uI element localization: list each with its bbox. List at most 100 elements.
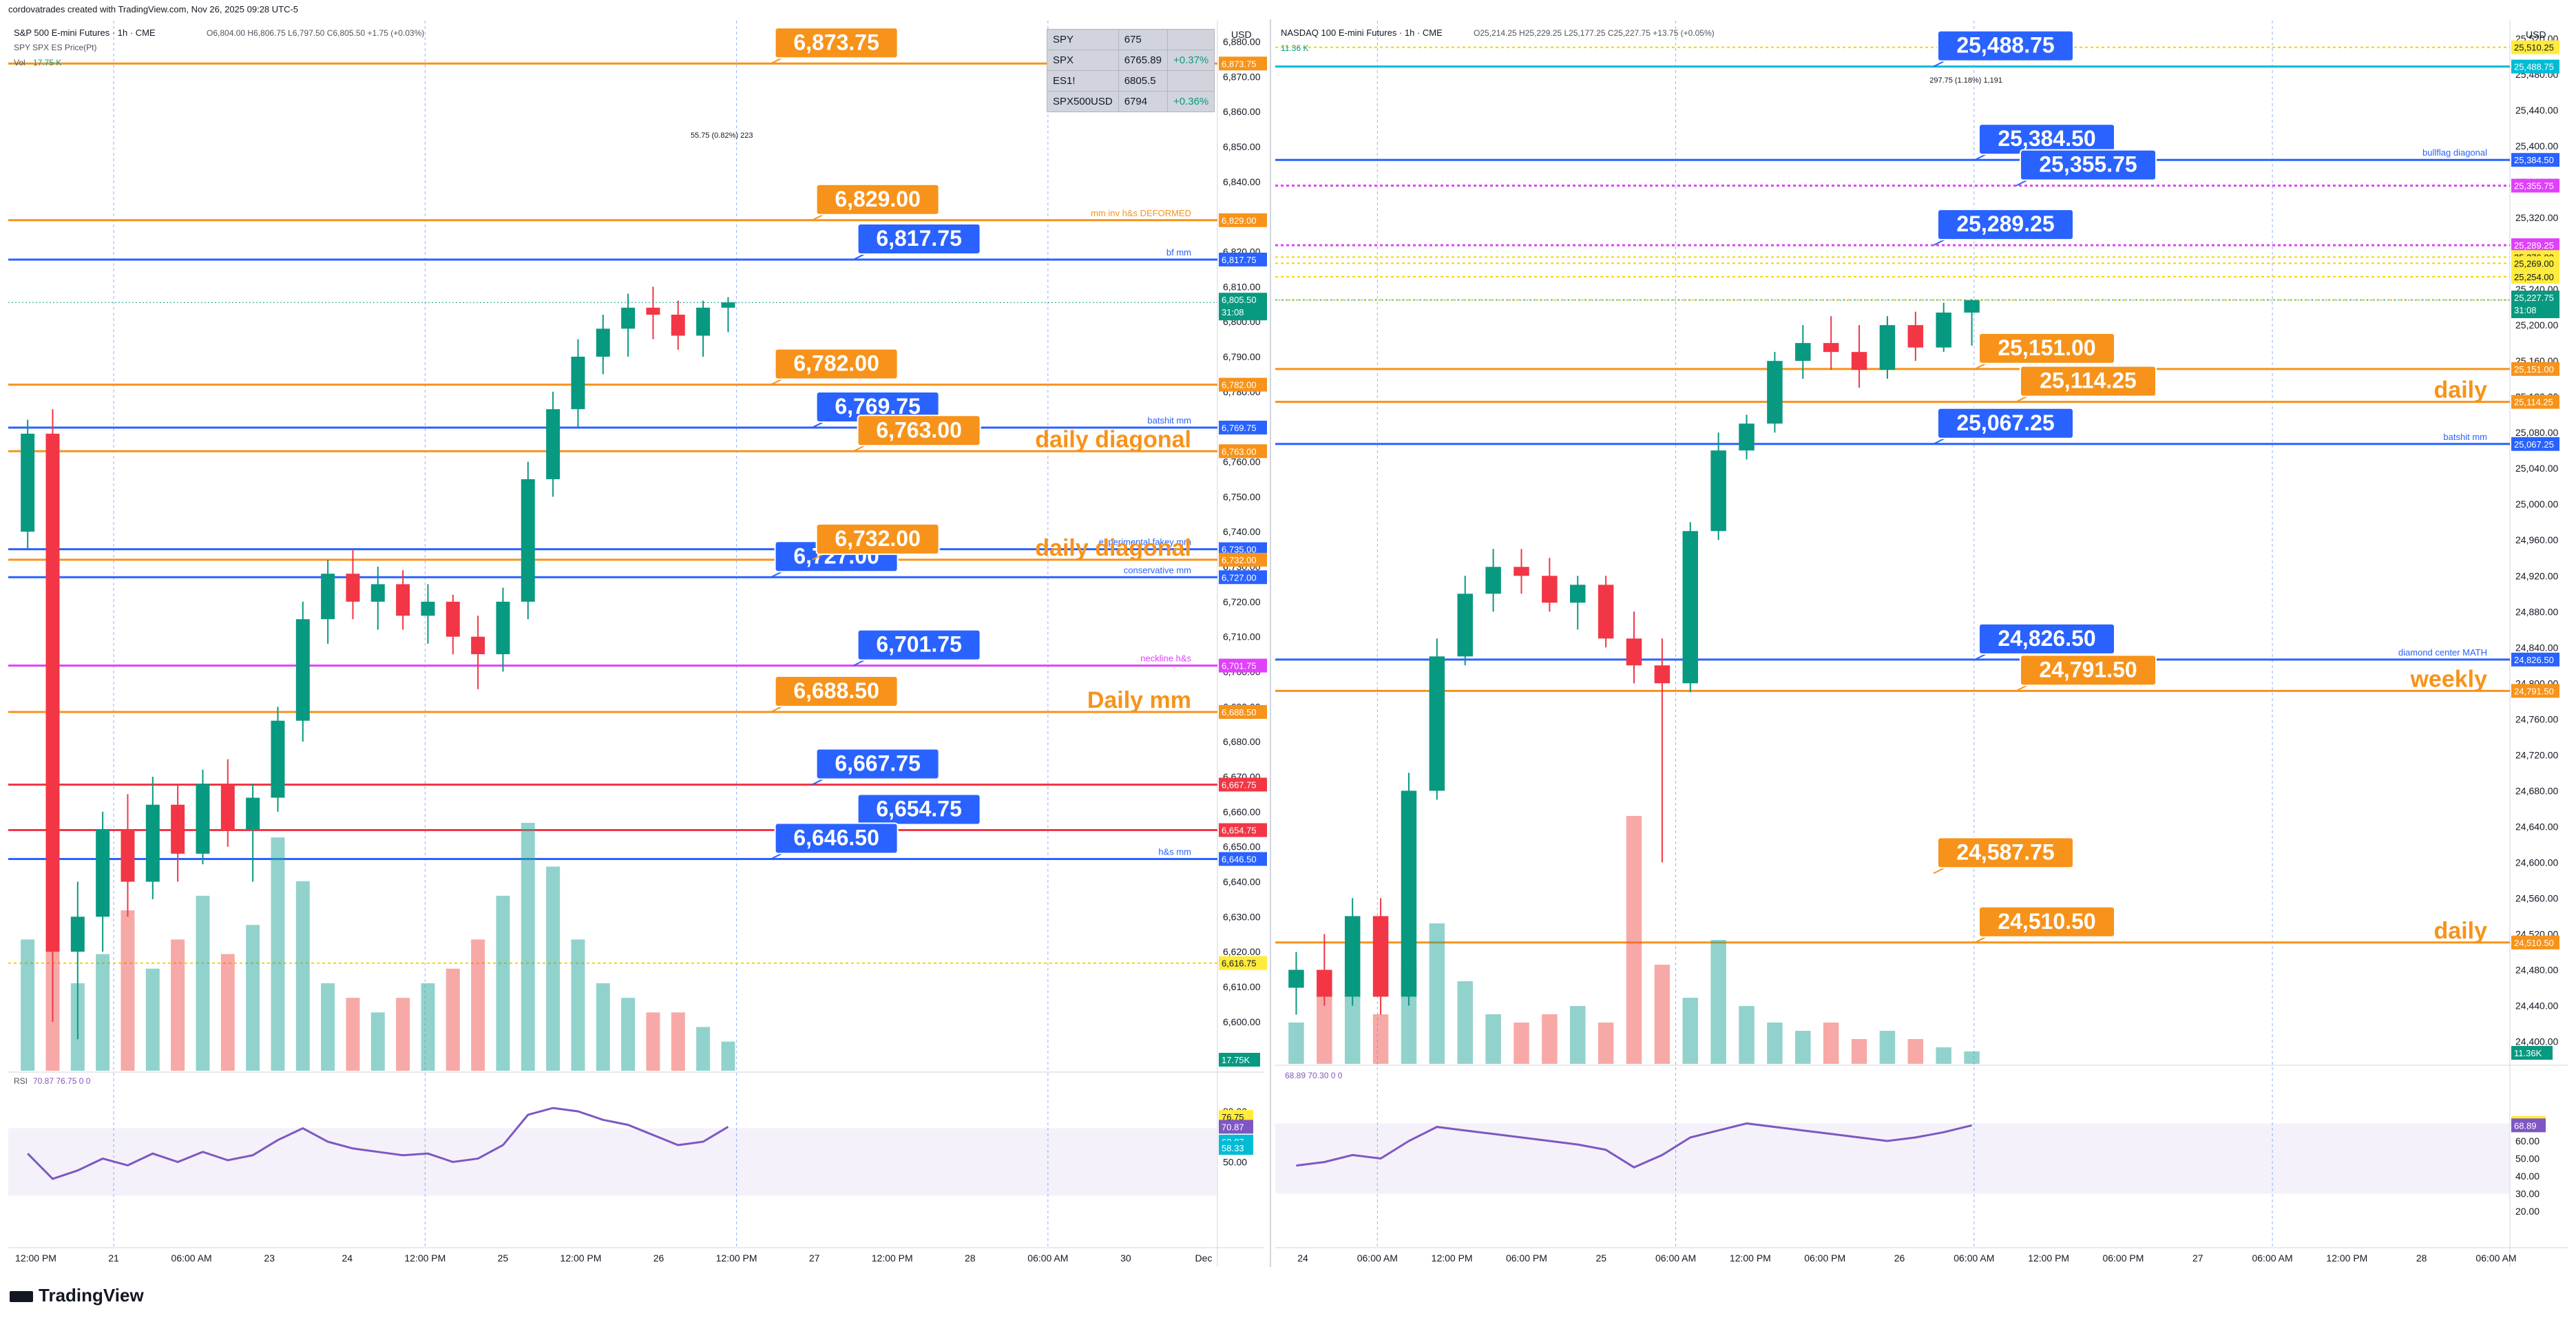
right-candle-body <box>1682 531 1699 684</box>
watchlist-row[interactable]: ES1! 6805.5 <box>1047 70 1215 92</box>
left-level-price-tag <box>1219 704 1267 719</box>
left-candle-body <box>446 601 460 637</box>
watchlist-row[interactable]: SPX 6765.89 +0.37% <box>1047 50 1215 71</box>
right-level-price-tag <box>2511 935 2559 950</box>
right-price-callout-text: 24,826.50 <box>1998 626 2095 651</box>
right-level-price-tag <box>2511 684 2559 698</box>
right-price-tick-label: 24,760.00 <box>2515 713 2558 724</box>
left-price-tick-label: 6,630.00 <box>1223 911 1261 922</box>
left-level-price-tag-text: 6,873.75 <box>1222 59 1257 69</box>
left-countdown-text: 31:08 <box>1222 307 1244 317</box>
left-level-price-tag-text: 6,616.75 <box>1222 958 1257 969</box>
left-candle-body <box>246 797 260 830</box>
right-currency[interactable]: USD <box>2526 29 2546 40</box>
right-price-callout <box>1978 905 2116 938</box>
left-price-callout-text: 6,667.75 <box>835 751 921 775</box>
right-price-tick-label: 25,080.00 <box>2515 427 2558 438</box>
right-price-callout-text: 24,510.50 <box>1998 909 2095 934</box>
left-candle-body <box>370 584 385 602</box>
left-volume-bar <box>171 939 185 1071</box>
right-price-tick-label: 25,000.00 <box>2515 499 2558 510</box>
watchlist-row[interactable]: SPY 675 <box>1047 29 1215 50</box>
left-level-price-tag <box>1219 213 1267 227</box>
tradingview-logo[interactable]: TradingView <box>10 1285 144 1306</box>
left-time-tick-label: 26 <box>653 1253 664 1264</box>
left-price-callout <box>774 348 899 380</box>
left-price-tick-label: 6,790.00 <box>1223 351 1261 362</box>
left-volume-bar <box>321 983 335 1071</box>
left-volume-tag <box>1219 1053 1260 1067</box>
left-candle-body <box>220 784 235 830</box>
left-price-callout <box>774 27 899 59</box>
right-candle-body <box>1288 970 1304 988</box>
right-level-price-tag-text: 25,269.00 <box>2514 258 2554 269</box>
right-callout-pointer <box>1974 653 1987 660</box>
left-vol-value: 17.75 K <box>33 58 62 67</box>
right-volume-bar <box>1823 1023 1839 1064</box>
right-price-tick-label: 24,880.00 <box>2515 606 2558 617</box>
right-callout-pointer <box>2015 684 2028 692</box>
right-rsi-values: 68.89 70.30 0 0 <box>1285 1071 1343 1080</box>
watch-price: 6765.89 <box>1118 50 1168 71</box>
right-time-tick-label: 26 <box>1894 1253 1905 1264</box>
left-level-price-tag-text: 6,688.50 <box>1222 707 1257 717</box>
left-level-annotation: batshit mm <box>1147 415 1191 426</box>
left-level-price-tag-text: 6,727.00 <box>1222 572 1257 583</box>
created-by-text: cordovatrades created with TradingView.c… <box>8 4 299 14</box>
right-volume-bar <box>1964 1051 1980 1064</box>
watchlist-row[interactable]: SPX500USD 6794 +0.36% <box>1047 91 1215 112</box>
left-currency[interactable]: USD <box>1231 29 1252 40</box>
right-level-price-tag <box>2511 238 2559 253</box>
left-level-annotation: neckline h&s <box>1140 653 1191 664</box>
left-time-tick-label: 12:00 PM <box>716 1253 757 1264</box>
left-candle-body <box>396 584 410 616</box>
right-time-tick-label: 27 <box>2192 1253 2203 1264</box>
left-level-annotation: daily diagonal <box>1035 535 1191 561</box>
right-price-callout <box>1978 332 2116 364</box>
right-symbol-line[interactable]: NASDAQ 100 E-mini Futures · 1h · CME <box>1281 28 1443 38</box>
right-time-tick-label: 24 <box>1297 1253 1308 1264</box>
right-price-tick-label: 25,320.00 <box>2515 212 2558 223</box>
left-price-tick-label: 6,760.00 <box>1223 457 1261 468</box>
right-level-annotation: batshit mm <box>2443 432 2487 442</box>
right-price-callout-text: 25,384.50 <box>1998 126 2095 151</box>
right-price-callout-text: 25,355.75 <box>2039 152 2137 177</box>
right-rsi-tag <box>2511 1118 2546 1133</box>
left-price-tick-label: 6,810.00 <box>1223 281 1261 292</box>
watchlist-table: SPY 675 SPX 6765.89 +0.37% ES1! 6805.5 S… <box>1047 29 1215 112</box>
right-price-tick-label: 25,040.00 <box>2515 463 2558 474</box>
left-time-tick-label: 24 <box>342 1253 353 1264</box>
right-candle-body <box>1879 325 1896 370</box>
left-rsi-band <box>8 1128 1217 1196</box>
left-level-price-tag-text: 6,654.75 <box>1222 826 1257 836</box>
right-candle-body <box>1570 585 1586 603</box>
left-price-tick-label: 6,840.00 <box>1223 176 1261 187</box>
right-price-callout-text: 25,067.25 <box>1956 410 2054 435</box>
left-level-price-tag <box>1219 542 1267 556</box>
right-volume-bar <box>1542 1014 1558 1064</box>
left-price-callout <box>815 748 940 780</box>
left-last-price-tag <box>1219 293 1267 321</box>
right-candle-body <box>1823 343 1839 353</box>
left-price-tick-label: 6,850.00 <box>1223 141 1261 152</box>
tradingview-wordmark: TradingView <box>39 1285 144 1306</box>
left-price-callout-text: 6,688.50 <box>793 678 879 703</box>
left-time-tick-label: 12:00 PM <box>15 1253 56 1264</box>
left-level-price-tag-text: 6,735.00 <box>1222 545 1257 555</box>
left-volume-bar <box>721 1041 735 1071</box>
left-candle-body <box>546 409 561 479</box>
left-price-callout-text: 6,732.00 <box>835 526 921 551</box>
right-rsi-tag-text: 68.89 <box>2514 1120 2537 1131</box>
right-candle-body <box>1767 361 1783 424</box>
left-rsi-tag-text: 76.75 <box>1222 1112 1244 1122</box>
left-symbol-line[interactable]: S&P 500 E-mini Futures · 1h · CME <box>14 28 156 38</box>
right-level-price-tag-text: 25,254.00 <box>2514 272 2554 282</box>
left-candle-body <box>21 433 35 532</box>
right-time-tick-label: 12:00 PM <box>2326 1253 2367 1264</box>
left-candle-body <box>121 829 135 882</box>
left-price-tick-label: 6,650.00 <box>1223 841 1261 852</box>
right-level-price-tag <box>2511 269 2559 284</box>
left-callout-pointer <box>853 659 866 667</box>
right-level-annotation: daily <box>2434 918 2488 944</box>
